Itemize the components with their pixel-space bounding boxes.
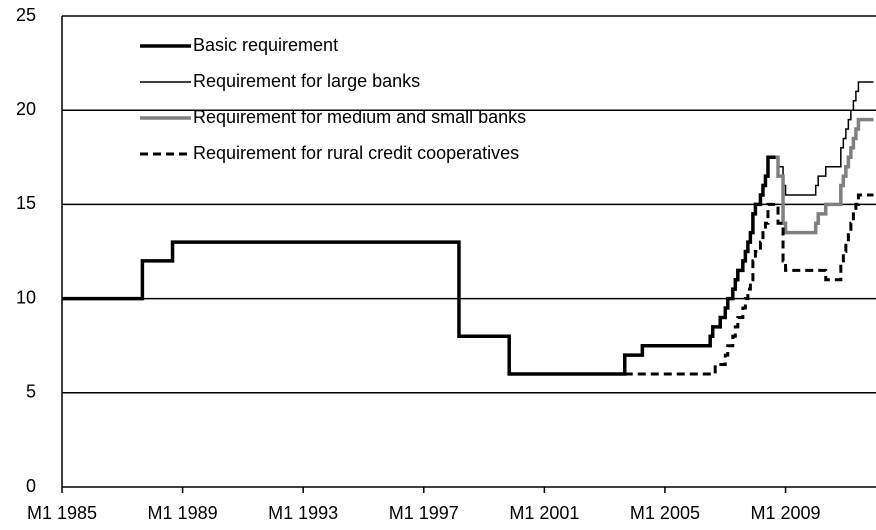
x-tick-label: M1 2009 — [751, 503, 821, 523]
legend-label: Requirement for large banks — [193, 71, 420, 91]
x-tick-label: M1 2001 — [509, 503, 579, 523]
y-tick-label: 25 — [16, 5, 36, 25]
y-tick-label: 20 — [16, 99, 36, 119]
y-tick-label: 5 — [26, 382, 36, 402]
x-tick-label: M1 1997 — [389, 503, 459, 523]
x-tick-label: M1 1993 — [268, 503, 338, 523]
legend-label: Requirement for medium and small banks — [193, 107, 526, 127]
x-tick-label: M1 2005 — [630, 503, 700, 523]
series-line — [62, 155, 776, 376]
series-line — [775, 81, 874, 196]
y-tick-label: 10 — [16, 287, 36, 307]
y-tick-label: 0 — [26, 476, 36, 496]
y-tick-label: 15 — [16, 193, 36, 213]
x-tick-label: M1 1989 — [148, 503, 218, 523]
series-line — [775, 117, 874, 235]
series-line — [624, 193, 874, 376]
legend-label: Basic requirement — [193, 35, 338, 55]
legend-label: Requirement for rural credit cooperative… — [193, 143, 519, 163]
x-tick-label: M1 1985 — [27, 503, 97, 523]
